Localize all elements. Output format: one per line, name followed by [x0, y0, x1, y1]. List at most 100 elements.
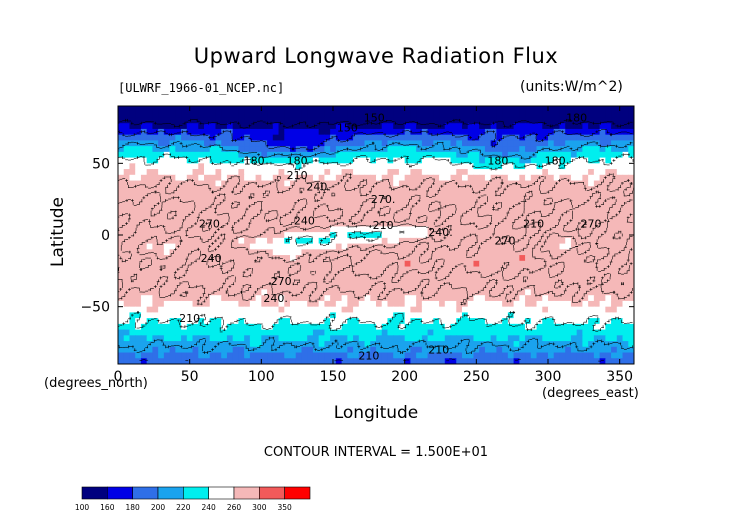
heatmap-cell	[456, 169, 463, 176]
heatmap-cell	[593, 123, 601, 130]
heatmap-cell	[272, 186, 280, 193]
heatmap-cell	[467, 295, 475, 302]
heatmap-cell	[226, 323, 234, 331]
heatmap-cell	[335, 186, 343, 193]
heatmap-cell	[215, 192, 222, 199]
heatmap-cell	[353, 134, 360, 141]
heatmap-cell	[616, 157, 624, 164]
heatmap-cell	[565, 260, 572, 268]
heatmap-cell	[140, 283, 148, 291]
heatmap-cell	[152, 169, 159, 176]
heatmap-cell	[456, 283, 463, 291]
heatmap-cell	[123, 243, 131, 250]
heatmap-cell	[496, 237, 503, 245]
heatmap-cell	[278, 260, 285, 268]
heatmap-cell	[232, 249, 239, 256]
heatmap-cell	[416, 243, 423, 250]
heatmap-cell	[209, 352, 217, 359]
heatmap-cell	[261, 295, 268, 302]
heatmap-cell	[398, 106, 406, 113]
heatmap-cell	[198, 192, 205, 199]
heatmap-cell	[301, 335, 308, 342]
heatmap-cell	[513, 323, 520, 331]
heatmap-cell	[290, 226, 297, 233]
heatmap-cell	[416, 134, 423, 141]
heatmap-cell	[278, 197, 285, 205]
heatmap-cell	[548, 318, 555, 325]
heatmap-cell	[272, 300, 280, 308]
heatmap-cell	[588, 226, 595, 233]
heatmap-cell	[272, 106, 280, 113]
heatmap-cell	[616, 335, 624, 342]
heatmap-cell	[484, 335, 492, 342]
heatmap-cell	[267, 209, 274, 216]
heatmap-cell	[507, 192, 515, 199]
heatmap-cell	[335, 335, 343, 342]
heatmap-cell	[542, 335, 549, 342]
heatmap-cell	[513, 352, 520, 359]
heatmap-cell	[140, 312, 148, 319]
heatmap-cell	[576, 146, 583, 153]
heatmap-cell	[467, 346, 475, 354]
heatmap-cell	[209, 232, 217, 239]
heatmap-cell	[295, 226, 303, 233]
heatmap-cell	[467, 106, 475, 113]
heatmap-cell	[479, 272, 486, 279]
heatmap-cell	[605, 128, 612, 136]
heatmap-cell	[456, 180, 463, 187]
heatmap-cell	[513, 169, 520, 176]
heatmap-cell	[169, 146, 176, 153]
heatmap-cell	[364, 243, 371, 250]
heatmap-cell	[410, 214, 417, 222]
heatmap-cell	[439, 106, 446, 113]
heatmap-cell	[381, 157, 389, 164]
heatmap-cell	[249, 323, 257, 331]
heatmap-cell	[204, 318, 211, 325]
heatmap-cell	[290, 140, 297, 147]
heatmap-cell	[324, 318, 331, 325]
heatmap-cell	[507, 295, 515, 302]
heatmap-cell	[123, 283, 131, 291]
heatmap-cell	[467, 278, 475, 285]
heatmap-cell	[272, 295, 280, 302]
heatmap-cell	[215, 106, 222, 113]
heatmap-cell	[479, 306, 486, 313]
heatmap-cell	[433, 249, 440, 256]
heatmap-cell	[330, 180, 337, 187]
heatmap-cell	[238, 106, 245, 113]
heatmap-cell	[582, 283, 589, 291]
heatmap-cell	[502, 318, 509, 325]
heatmap-cell	[358, 106, 366, 113]
heatmap-cell	[421, 169, 429, 176]
heatmap-cell	[255, 186, 262, 193]
heatmap-cell	[186, 111, 194, 119]
heatmap-cell	[398, 346, 406, 354]
heatmap-cell	[536, 123, 543, 130]
heatmap-cell	[605, 260, 612, 268]
heatmap-cell	[427, 169, 434, 176]
heatmap-cell	[238, 358, 245, 364]
heatmap-cell	[255, 260, 262, 268]
heatmap-cell	[129, 169, 136, 176]
heatmap-cell	[335, 151, 343, 159]
heatmap-cell	[611, 272, 618, 279]
heatmap-cell	[140, 123, 148, 130]
heatmap-cell	[204, 283, 211, 291]
heatmap-cell	[158, 243, 165, 250]
heatmap-cell	[364, 346, 371, 354]
heatmap-cell	[393, 300, 400, 308]
heatmap-cell	[416, 346, 423, 354]
heatmap-cell	[611, 134, 618, 141]
heatmap-cell	[226, 237, 234, 245]
heatmap-cell	[588, 174, 595, 182]
heatmap-cell	[370, 358, 377, 364]
heatmap-cell	[576, 192, 583, 199]
heatmap-cell	[588, 146, 595, 153]
heatmap-cell	[410, 123, 417, 130]
heatmap-cell	[261, 260, 268, 268]
heatmap-cell	[588, 180, 595, 187]
heatmap-cell	[238, 180, 245, 187]
heatmap-cell	[307, 237, 314, 245]
heatmap-cell	[324, 352, 331, 359]
heatmap-cell	[244, 295, 251, 302]
